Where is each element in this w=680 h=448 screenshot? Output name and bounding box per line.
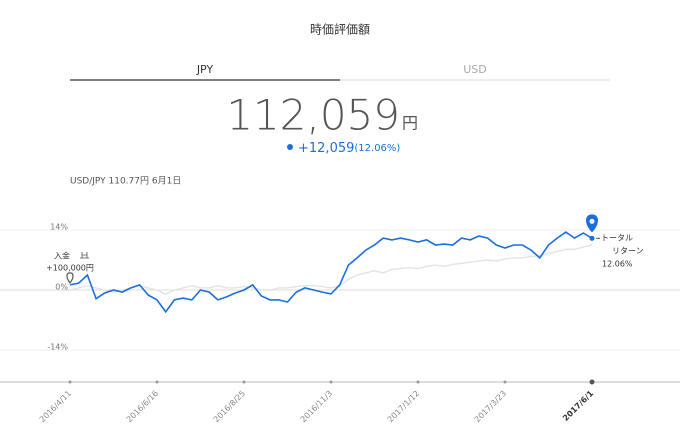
x-tick-label: 2016/8/25 (212, 389, 247, 424)
end-dot (589, 235, 595, 241)
x-tick-dot (503, 380, 507, 384)
line-series (69, 244, 593, 296)
x-tick-label: 2017/6/1 (561, 389, 595, 423)
x-tick-label: 2017/1/12 (386, 389, 421, 424)
annotation: 12.06% (602, 260, 633, 269)
annotation: 入金 (54, 251, 70, 261)
change: +12,059(12.06%) (298, 141, 400, 156)
x-tick-label: 2017/3/23 (473, 389, 508, 424)
x-tick-dot (329, 380, 333, 384)
y-tick-label: -14% (47, 343, 68, 352)
x-tick-dot (416, 380, 420, 384)
page-title: 時価評価額 (310, 22, 370, 37)
x-tick-dot (242, 380, 246, 384)
change-dot (287, 144, 293, 150)
annotation: +100,000円 (46, 264, 94, 273)
x-tick-label: 2016/4/11 (38, 389, 73, 424)
x-tick-label: 2016/11/3 (299, 389, 334, 424)
x-tick-dot (68, 380, 72, 384)
x-tick-dot (155, 380, 159, 384)
tab-jpy[interactable]: JPY (196, 63, 214, 76)
start-pin (66, 272, 74, 284)
annotation: リターン (612, 247, 644, 256)
amount: 112,059 (226, 91, 400, 140)
line-series (69, 231, 593, 314)
deposit-icon (80, 252, 89, 259)
fx-note: USD/JPY 110.77円 6月1日 (70, 176, 181, 187)
tab-usd[interactable]: USD (463, 63, 487, 76)
x-tick-dot (589, 379, 595, 385)
annotation: トータル (601, 234, 633, 243)
x-tick-label: 2016/6/16 (125, 389, 160, 424)
y-tick-label: 14% (50, 223, 68, 232)
y-tick-label: 0% (55, 283, 68, 292)
amount-unit: 円 (402, 114, 418, 133)
end-pin-hole (589, 218, 595, 224)
